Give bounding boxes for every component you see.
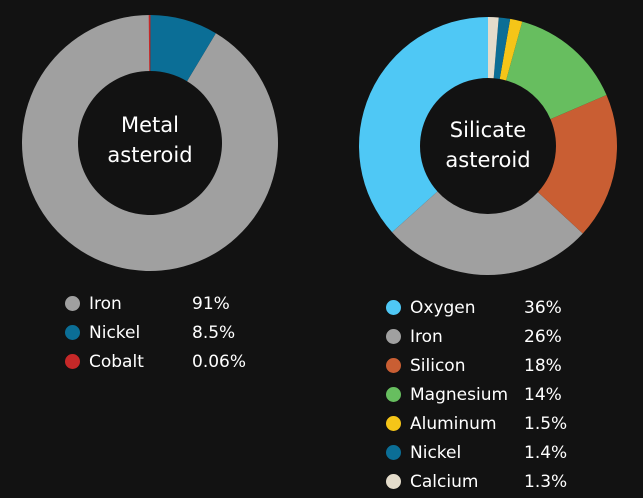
metal-asteroid-slice-nickel [150,15,216,82]
metal-asteroid-label-line-2: asteroid [107,143,193,167]
legend-swatch [386,387,401,402]
metal-asteroid-donut [22,15,278,271]
metal-asteroid-legend-item-nickel: Nickel 8.5% [65,321,265,345]
legend-label: Magnesium [410,385,509,405]
silicate-asteroid-legend-item-calcium: Calcium 1.3% [386,470,606,494]
metal-asteroid-center-label: Metal asteroid [85,110,215,170]
legend-label: Nickel [89,323,141,343]
silicate-asteroid-legend-item-silicon: Silicon 18% [386,354,606,378]
legend-value: 36% [524,298,562,318]
legend-value: 1.4% [524,443,568,463]
silicate-asteroid-legend-item-oxygen: Oxygen 36% [386,296,606,320]
legend-label: Calcium [410,472,479,492]
metal-asteroid-legend-item-cobalt: Cobalt 0.06% [65,350,265,374]
legend-label: Iron [410,327,443,347]
legend-value: 26% [524,327,562,347]
legend-label: Iron [89,294,122,314]
silicate-asteroid-label-line-2: asteroid [445,148,531,172]
metal-asteroid-slice-iron [22,15,278,271]
metal-asteroid-slice-cobalt [148,15,151,72]
legend-value: 14% [524,385,562,405]
legend-value: 18% [524,356,562,376]
legend-swatch [386,445,401,460]
legend-value: 91% [192,294,230,314]
legend-swatch [386,300,401,315]
silicate-asteroid-legend-item-nickel: Nickel 1.4% [386,441,606,465]
legend-value: 0.06% [192,352,247,372]
silicate-asteroid-label-line-1: Silicate [449,118,527,142]
silicate-asteroid-legend-item-iron: Iron 26% [386,325,606,349]
legend-label: Silicon [410,356,466,376]
silicate-asteroid-donut [359,17,617,275]
silicate-asteroid-slice-oxygen [359,17,488,233]
silicate-asteroid-slice-calcium [488,17,499,79]
legend-swatch [65,325,80,340]
legend-swatch [386,329,401,344]
legend-swatch [386,416,401,431]
legend-label: Aluminum [410,414,497,434]
legend-swatch [65,354,80,369]
silicate-asteroid-legend: Oxygen 36% Iron 26% Silicon 18% Magnesium 14% Al… [386,296,606,496]
legend-label: Oxygen [410,298,476,318]
silicate-asteroid-legend-item-aluminum: Aluminum 1.5% [386,412,606,436]
legend-swatch [386,474,401,489]
silicate-asteroid-slice-aluminum [499,18,523,81]
legend-swatch [386,358,401,373]
legend-value: 1.3% [524,472,568,492]
metal-asteroid-legend: Iron 91% Nickel 8.5% Cobalt 0.06% [65,292,265,382]
legend-label: Nickel [410,443,462,463]
silicate-asteroid-center-label: Silicate asteroid [423,115,553,175]
legend-label: Cobalt [89,352,144,372]
silicate-asteroid-slice-iron [392,191,583,275]
metal-asteroid-label-line-1: Metal [121,113,179,137]
silicate-asteroid-slice-nickel [493,17,511,80]
silicate-asteroid-legend-item-magnesium: Magnesium 14% [386,383,606,407]
legend-value: 8.5% [192,323,236,343]
silicate-asteroid-slice-silicon [537,95,617,234]
legend-value: 1.5% [524,414,568,434]
metal-asteroid-legend-item-iron: Iron 91% [65,292,265,316]
legend-swatch [65,296,80,311]
silicate-asteroid-slice-magnesium [506,21,607,120]
